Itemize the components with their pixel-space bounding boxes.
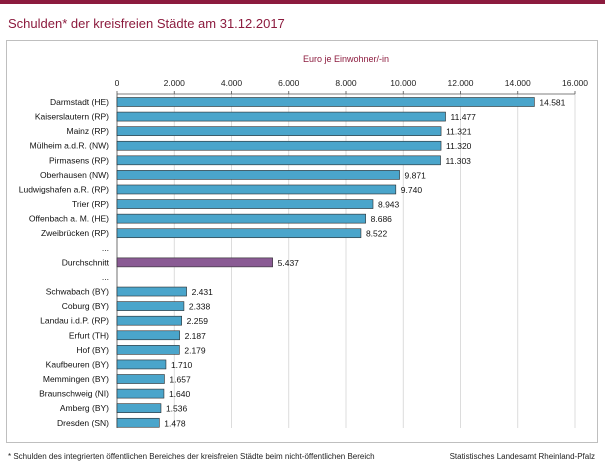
category-label: Trier (RP): [72, 199, 109, 209]
category-label: Mainz (RP): [66, 126, 109, 136]
bar: [116, 301, 185, 311]
category-label: Schwabach (BY): [46, 287, 109, 297]
chart-frame: [6, 40, 598, 443]
value-label: 2.259: [187, 316, 209, 326]
value-label: 8.943: [378, 200, 400, 210]
value-label: 1.640: [169, 389, 191, 399]
value-label: 14.581: [539, 98, 565, 108]
bar: [116, 286, 187, 297]
bar: [116, 155, 441, 166]
bar: [116, 97, 535, 107]
axis-title: Euro je Einwohner/-in: [303, 54, 389, 64]
category-label: Amberg (BY): [60, 403, 109, 413]
category-label: Coburg (BY): [62, 301, 109, 311]
bar: [116, 140, 442, 151]
tick-label: 0: [115, 78, 120, 88]
category-label: Offenbach a. M. (HE): [29, 214, 109, 224]
bar: [116, 184, 397, 195]
bar: [116, 417, 160, 428]
category-label: Mülheim a.d.R. (NW): [30, 141, 110, 151]
bar: [116, 315, 182, 326]
value-label: 1.657: [169, 375, 191, 385]
category-label: Hof (BY): [76, 345, 109, 355]
value-label: 11.477: [451, 112, 477, 122]
value-labels: 14.581 11.477 11.321 11.320 11.303 9.871 9.740…: [164, 98, 565, 429]
bar: [116, 111, 446, 122]
bar-average: [116, 257, 273, 268]
value-label: 5.437: [278, 258, 300, 268]
category-label: Dresden (SN): [57, 418, 109, 428]
row-ellipsis: ...: [102, 243, 109, 253]
value-label: 2.431: [192, 287, 214, 297]
category-label: Darmstadt (HE): [50, 97, 109, 107]
category-labels: Darmstadt (HE) Kaiserslautern (RP) Mainz (…: [19, 97, 110, 428]
category-label: Landau i.d.P. (RP): [40, 316, 109, 326]
value-label: 9.871: [405, 170, 427, 180]
value-label: 8.686: [371, 214, 393, 224]
value-label: 11.303: [446, 156, 472, 166]
bar: [116, 388, 165, 399]
tick-label: 12.000: [448, 78, 474, 88]
category-label: Kaufbeuren (BY): [46, 359, 109, 369]
category-label: Ludwigshafen a.R. (RP): [19, 184, 109, 194]
bar: [116, 126, 442, 136]
bars: [116, 97, 535, 428]
bar: [116, 170, 400, 180]
value-label: 1.536: [166, 404, 188, 414]
bar: [116, 403, 162, 413]
footnote: * Schulden des integrierten öffentlichen…: [8, 452, 375, 461]
value-label: 2.338: [189, 302, 211, 312]
category-label: Erfurt (TH): [69, 330, 109, 340]
category-label: Memmingen (BY): [43, 374, 109, 384]
value-label: 2.187: [185, 331, 207, 341]
category-label: Zweibrücken (RP): [41, 228, 109, 238]
bar: [116, 330, 180, 341]
value-label: 9.740: [401, 185, 423, 195]
category-label: Oberhausen (NW): [40, 170, 109, 180]
row-ellipsis: ...: [102, 272, 109, 282]
bar: [116, 199, 374, 209]
tick-label: 6.000: [278, 78, 300, 88]
bar: [116, 345, 180, 355]
bar: [116, 228, 362, 239]
value-label: 1.478: [164, 418, 186, 428]
bar: [116, 374, 165, 384]
tick-label: 8.000: [335, 78, 357, 88]
category-label: Braunschweig (NI): [39, 389, 109, 399]
chart-title: Schulden* der kreisfreien Städte am 31.1…: [8, 16, 285, 31]
tick-label: 16.000: [562, 78, 588, 88]
tick-label: 4.000: [221, 78, 243, 88]
value-label: 2.179: [184, 345, 206, 355]
category-label: Pirmasens (RP): [49, 155, 109, 165]
value-label: 11.321: [446, 127, 472, 137]
bar: [116, 213, 366, 224]
category-label: Kaiserslautern (RP): [35, 112, 109, 122]
bar: [116, 359, 167, 370]
header-accent-line: [0, 0, 605, 4]
tick-label: 2.000: [164, 78, 186, 88]
value-label: 1.710: [171, 360, 193, 370]
source-note: Statistisches Landesamt Rheinland-Pfalz: [449, 452, 595, 461]
tick-label: 14.000: [505, 78, 531, 88]
tick-label: 10.000: [390, 78, 416, 88]
x-axis-ticks: 0 2.000 4.000 6.000 8.000 10.000 12.000 14.000 1…: [115, 78, 588, 428]
value-label: 8.522: [366, 229, 388, 239]
category-label: Durchschnitt: [62, 257, 110, 267]
value-label: 11.320: [446, 141, 472, 151]
